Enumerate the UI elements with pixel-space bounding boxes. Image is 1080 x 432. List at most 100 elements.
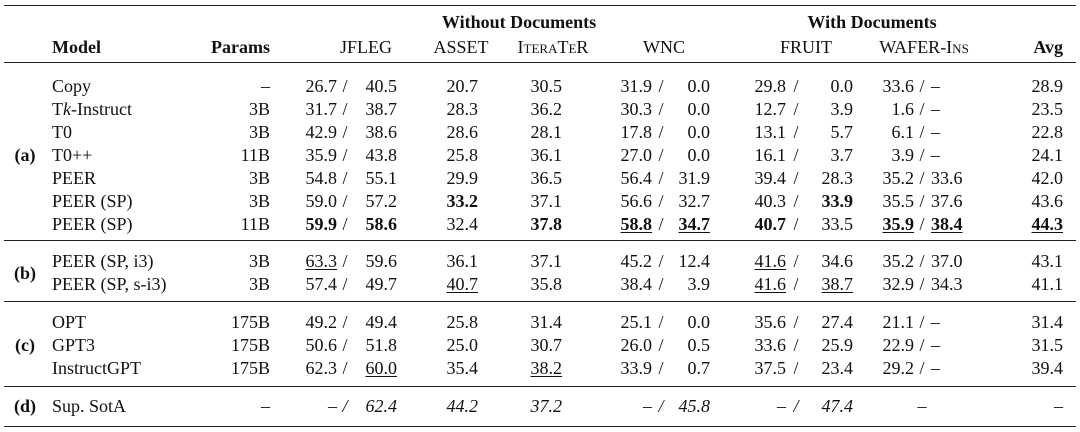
score: 49.4 <box>365 312 398 332</box>
score: 28.1 <box>530 122 563 142</box>
score: 31.9 <box>678 168 711 188</box>
cell: 35.2 <box>883 250 915 272</box>
model-name: -Instruct <box>71 99 132 119</box>
cell: 63.3 <box>306 250 338 272</box>
group-rule <box>4 386 1076 387</box>
cell: 27.4 <box>822 311 854 333</box>
cell: 13.1 <box>755 121 787 143</box>
score: 37.2 <box>530 396 563 416</box>
separator: / <box>658 214 664 234</box>
separator: / <box>919 312 925 332</box>
score: 13.1 <box>754 122 787 142</box>
params-cell: 3B <box>249 167 270 189</box>
score: 34.6 <box>821 251 854 271</box>
cell: 29.9 <box>447 167 479 189</box>
score: 58.8 <box>620 214 653 234</box>
cell: 35.2 <box>883 167 915 189</box>
score: 37.5 <box>754 358 787 378</box>
score: 35.6 <box>754 312 787 332</box>
cell: 31.4 <box>531 311 563 333</box>
cell: – <box>1054 395 1063 417</box>
cell: 39.4 <box>755 167 787 189</box>
cell: 17.8 <box>621 121 653 143</box>
cell: 45.2 <box>621 250 653 272</box>
group-label: (c) <box>15 335 35 355</box>
model-name: PEER (SP) <box>52 191 133 211</box>
score: 30.3 <box>620 99 653 119</box>
separator: / <box>342 335 348 355</box>
model-name: OPT <box>52 312 87 332</box>
score: 31.4 <box>1031 312 1064 332</box>
separator: / <box>658 251 664 271</box>
column-group: With Documents <box>807 12 937 32</box>
cell: 0.0 <box>688 311 711 333</box>
cell: 43.6 <box>1032 190 1064 212</box>
separator: / <box>793 168 799 188</box>
separator: / <box>342 99 348 119</box>
separator: / <box>793 214 799 234</box>
cell: 37.0 <box>931 250 963 272</box>
cell: 29.2 <box>883 357 915 379</box>
score: 35.2 <box>882 168 915 188</box>
model-name: InstructGPT <box>52 358 141 378</box>
cell: 24.1 <box>1032 144 1064 166</box>
cell: 23.5 <box>1032 98 1064 120</box>
score: 36.1 <box>530 145 563 165</box>
separator: / <box>919 191 925 211</box>
cell: 31.9 <box>679 167 711 189</box>
separator: / <box>919 358 925 378</box>
separator: / <box>342 76 348 96</box>
separator: / <box>793 251 799 271</box>
score: 3.9 <box>891 145 915 165</box>
score: 38.6 <box>365 122 398 142</box>
score: 25.8 <box>446 145 479 165</box>
separator: / <box>793 191 799 211</box>
cell: 41.6 <box>755 250 787 272</box>
score: 36.2 <box>530 99 563 119</box>
cell: 1.6 <box>892 98 915 120</box>
separator: / <box>793 396 799 416</box>
score: 38.7 <box>365 99 398 119</box>
score: 0.0 <box>687 99 711 119</box>
score: 33.6 <box>931 168 963 188</box>
cell: 25.9 <box>822 334 854 356</box>
score: 0.0 <box>830 76 854 96</box>
cell: 22.8 <box>1032 121 1064 143</box>
column-header: IteraTeR <box>517 37 589 57</box>
score: 0.0 <box>687 76 711 96</box>
score: 33.6 <box>754 335 787 355</box>
separator: / <box>793 99 799 119</box>
cell: 20.7 <box>447 75 479 97</box>
column-header: WNC <box>643 37 685 57</box>
cell: 28.6 <box>447 121 479 143</box>
score: 32.9 <box>882 274 915 294</box>
score: 0.7 <box>687 358 711 378</box>
separator: / <box>793 76 799 96</box>
cell: 21.1 <box>883 311 915 333</box>
separator: / <box>919 122 925 142</box>
cell: 5.7 <box>831 121 854 143</box>
model-cell: PEER (SP, i3) <box>52 250 154 272</box>
score: 62.3 <box>305 358 338 378</box>
score: 30.5 <box>530 76 563 96</box>
model-name: Copy <box>52 76 92 96</box>
score: 44.2 <box>446 396 479 416</box>
cell: 38.4 <box>931 213 963 235</box>
cell: – <box>931 75 940 97</box>
column-header: FRUIT <box>779 37 833 57</box>
model-cell: GPT3 <box>52 334 95 356</box>
score: 34.3 <box>931 274 963 294</box>
cell: 0.0 <box>688 98 711 120</box>
score: 32.7 <box>678 191 711 211</box>
cell: 28.1 <box>531 121 563 143</box>
model-cell: OPT <box>52 311 86 333</box>
cell: 31.9 <box>621 75 653 97</box>
separator: / <box>658 191 664 211</box>
cell: 36.2 <box>531 98 563 120</box>
cell: – <box>931 98 940 120</box>
cell: 40.3 <box>755 190 787 212</box>
score: – <box>931 358 940 378</box>
score: 47.4 <box>821 396 854 416</box>
separator: / <box>342 122 348 142</box>
